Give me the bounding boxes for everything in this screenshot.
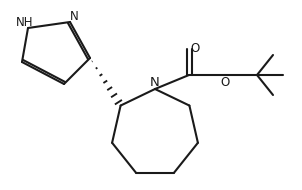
Text: O: O — [190, 43, 200, 55]
Text: NH: NH — [16, 17, 34, 29]
Text: N: N — [150, 75, 160, 89]
Text: O: O — [220, 77, 230, 89]
Text: N: N — [70, 10, 79, 24]
